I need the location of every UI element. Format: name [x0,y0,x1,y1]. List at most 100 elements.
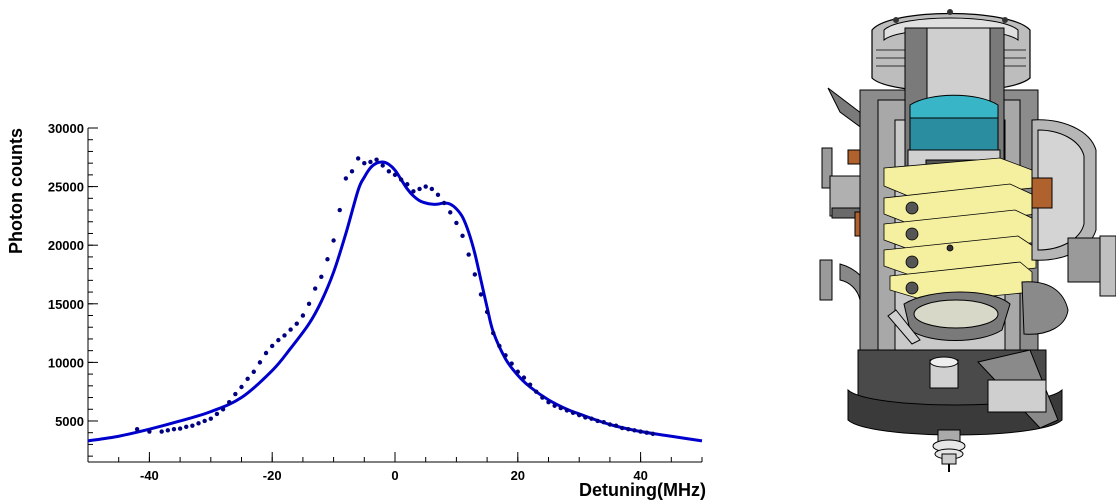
data-point [429,186,435,192]
top-flange [871,9,1031,179]
data-point [478,292,484,297]
data-point [349,169,355,174]
data-point [534,389,539,394]
data-point [613,423,619,428]
data-point [251,369,256,374]
data-point [540,395,545,400]
data-point [306,301,312,306]
data-point [411,189,416,194]
data-point [325,257,330,262]
data-point [601,419,606,425]
data-point [503,353,508,358]
data-point [300,313,306,318]
data-point [583,415,588,420]
plot-frame [87,128,702,463]
y-axis-ticks: 5000 10000 15000 20000 25000 30000 [48,121,98,457]
data-point [595,418,600,424]
y-tick-label: 30000 [48,121,84,136]
y-axis-title: Photon counts [6,128,26,254]
electrode-stack [883,157,1041,303]
fit-curve [87,160,703,443]
data-point [589,416,594,421]
data-point [552,403,557,408]
data-point [343,176,349,181]
base-flange [847,349,1063,436]
data-point [202,418,207,424]
data-point [374,157,379,162]
data-point [527,382,533,387]
data-point [619,425,625,431]
data-point [564,408,570,413]
data-point [282,333,287,338]
data-point [380,163,385,168]
x-tick-label: 20 [511,468,525,483]
feedthrough [932,429,966,472]
data-point [515,369,520,374]
data-point [632,428,637,433]
data-point [448,210,453,215]
x-tick-label: 40 [633,468,647,483]
data-point [558,405,563,411]
vacuum-chamber-illustration [819,9,1116,472]
right-port [1021,119,1116,335]
x-tick-label: 0 [391,468,398,483]
data-point [165,428,171,433]
y-tick-label: 10000 [48,355,84,370]
data-point [171,426,177,432]
x-tick-label: -20 [263,468,282,483]
data-point [312,286,318,291]
data-point [337,207,342,213]
y-tick-label: 5000 [55,414,84,429]
x-tick-label: -40 [140,468,159,483]
y-tick-label: 15000 [48,297,84,312]
data-point [386,169,392,174]
data-point [405,182,410,187]
data-point [577,412,582,418]
data-point [147,429,152,434]
data-point [398,177,404,182]
data-point [521,375,527,380]
data-point [196,421,201,426]
data-point [638,429,643,434]
data-point [435,192,441,197]
data-point [276,337,281,343]
data-point [497,343,502,349]
y-tick-label: 20000 [48,238,84,253]
data-point [423,184,428,189]
data-point [319,274,324,280]
x-axis-title: Detuning(MHz) [579,480,706,500]
data-point [245,376,250,381]
data-point [650,431,656,437]
data-point [159,429,164,434]
data-point [546,400,551,405]
data-point [208,416,213,421]
spectrum-chart: 5000 10000 15000 20000 25000 30000 -40 -20 0 20 4… [6,121,706,500]
data-point [177,426,183,431]
data-point [441,200,447,206]
data-point [491,330,496,336]
data-point [270,343,275,349]
data-point [362,160,367,166]
data-point [472,272,478,277]
data-point [570,410,576,415]
data-points [134,156,656,437]
data-point [368,159,373,165]
data-point [417,186,422,192]
data-point [294,321,299,326]
data-point [190,423,195,428]
data-point [460,233,465,239]
data-point [644,430,649,435]
data-point [355,156,361,161]
data-point [607,422,613,427]
data-point [257,360,263,365]
data-point [484,309,490,315]
data-point [509,361,514,366]
data-point [214,411,220,417]
data-point [263,350,269,356]
data-point [134,426,140,432]
data-point [233,391,238,397]
data-point [239,384,244,390]
data-point [392,172,398,178]
data-point [288,327,293,332]
data-point [227,400,232,405]
